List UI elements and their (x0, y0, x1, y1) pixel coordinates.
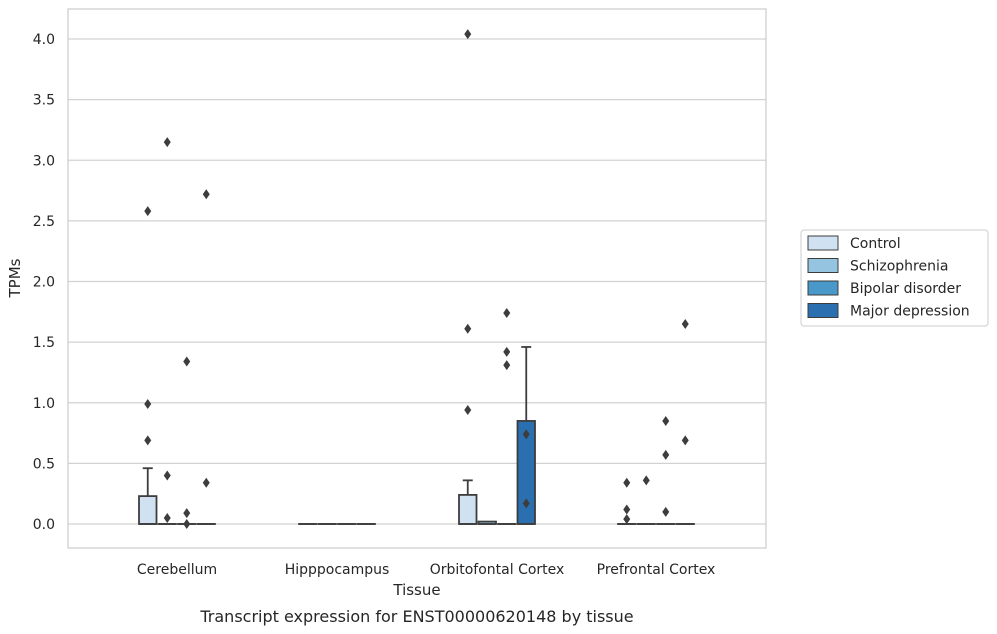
outlier-point (623, 477, 631, 488)
outlier-point (681, 435, 689, 446)
box-3-0 (617, 477, 637, 525)
outlier-point (464, 405, 472, 416)
box-3-1 (636, 475, 656, 525)
box-0-1 (157, 137, 177, 525)
outlier-point (642, 475, 650, 486)
box-3-3 (675, 318, 695, 525)
y-tick-label: 4.0 (33, 32, 55, 48)
y-axis-ticks: 0.0 0.5 1.0 1.5 2.0 2.5 3.0 3.5 4.0 (33, 32, 55, 533)
outlier-point (662, 449, 670, 460)
outlier-point (202, 477, 210, 488)
outlier-point (464, 323, 472, 334)
outlier-point (144, 435, 152, 446)
box-2-1 (477, 520, 497, 525)
outlier-point (623, 514, 631, 525)
chart-caption: Transcript expression for ENST0000062014… (199, 607, 633, 626)
outlier-point (681, 318, 689, 329)
outlier-point (464, 29, 472, 40)
legend-swatch (807, 235, 839, 251)
legend-frame (800, 229, 989, 327)
outlier-point (522, 429, 530, 440)
y-tick-label: 1.0 (33, 396, 55, 412)
box-body (458, 493, 478, 525)
y-tick-label: 1.5 (33, 335, 55, 351)
x-tick-label: Cerebellum (137, 562, 217, 578)
x-tick-label: Prefrontal Cortex (597, 562, 716, 578)
box-body (138, 495, 158, 525)
box-2-3 (516, 346, 536, 525)
legend-label: Major depression (850, 304, 970, 320)
outlier-point (163, 470, 171, 481)
x-tick-label: Hipppocampus (285, 562, 390, 578)
y-tick-label: 0.5 (33, 456, 55, 472)
outlier-point (183, 356, 191, 367)
legend-swatch (807, 303, 839, 318)
box-3-2 (656, 415, 676, 525)
legend-label: Control (850, 236, 901, 252)
box-2-0 (458, 29, 478, 525)
outlier-point (662, 506, 670, 517)
plot-frame (67, 8, 767, 549)
legend-label: Bipolar disorder (850, 281, 961, 297)
legend-swatch (807, 258, 839, 273)
outlier-point (183, 519, 191, 529)
y-tick-label: 2.0 (33, 275, 55, 291)
box-2-2 (497, 308, 517, 525)
box-0-0 (138, 206, 158, 525)
y-tick-label: 0.0 (33, 517, 55, 533)
outlier-point (144, 398, 152, 409)
outlier-point (522, 498, 530, 509)
outlier-point (163, 512, 171, 523)
outlier-point (163, 137, 171, 148)
outlier-point (183, 508, 191, 519)
y-tick-label: 2.5 (33, 214, 55, 230)
x-axis-ticks: Cerebellum Hipppocampus Orbitofontal Corte… (137, 562, 715, 578)
x-axis-title: Tissue (392, 581, 440, 599)
outlier-point (503, 360, 511, 371)
outlier-point (144, 206, 152, 217)
x-tick-label: Orbitofontal Cortex (430, 562, 565, 578)
legend-swatch (807, 280, 839, 296)
y-axis-title: TPMs (6, 258, 24, 298)
box-0-2 (177, 356, 197, 529)
y-tick-label: 3.5 (33, 93, 55, 109)
outlier-point (662, 415, 670, 426)
outlier-point (623, 504, 631, 515)
legend: Control Schizophrenia Bipolar disorder Majo… (800, 229, 989, 327)
outlier-point (503, 346, 511, 357)
legend-label: Schizophrenia (850, 259, 948, 275)
box-0-3 (196, 189, 216, 525)
y-tick-label: 3.0 (33, 153, 55, 169)
box-series (138, 29, 695, 529)
outlier-point (503, 308, 511, 319)
outlier-point (202, 189, 210, 200)
